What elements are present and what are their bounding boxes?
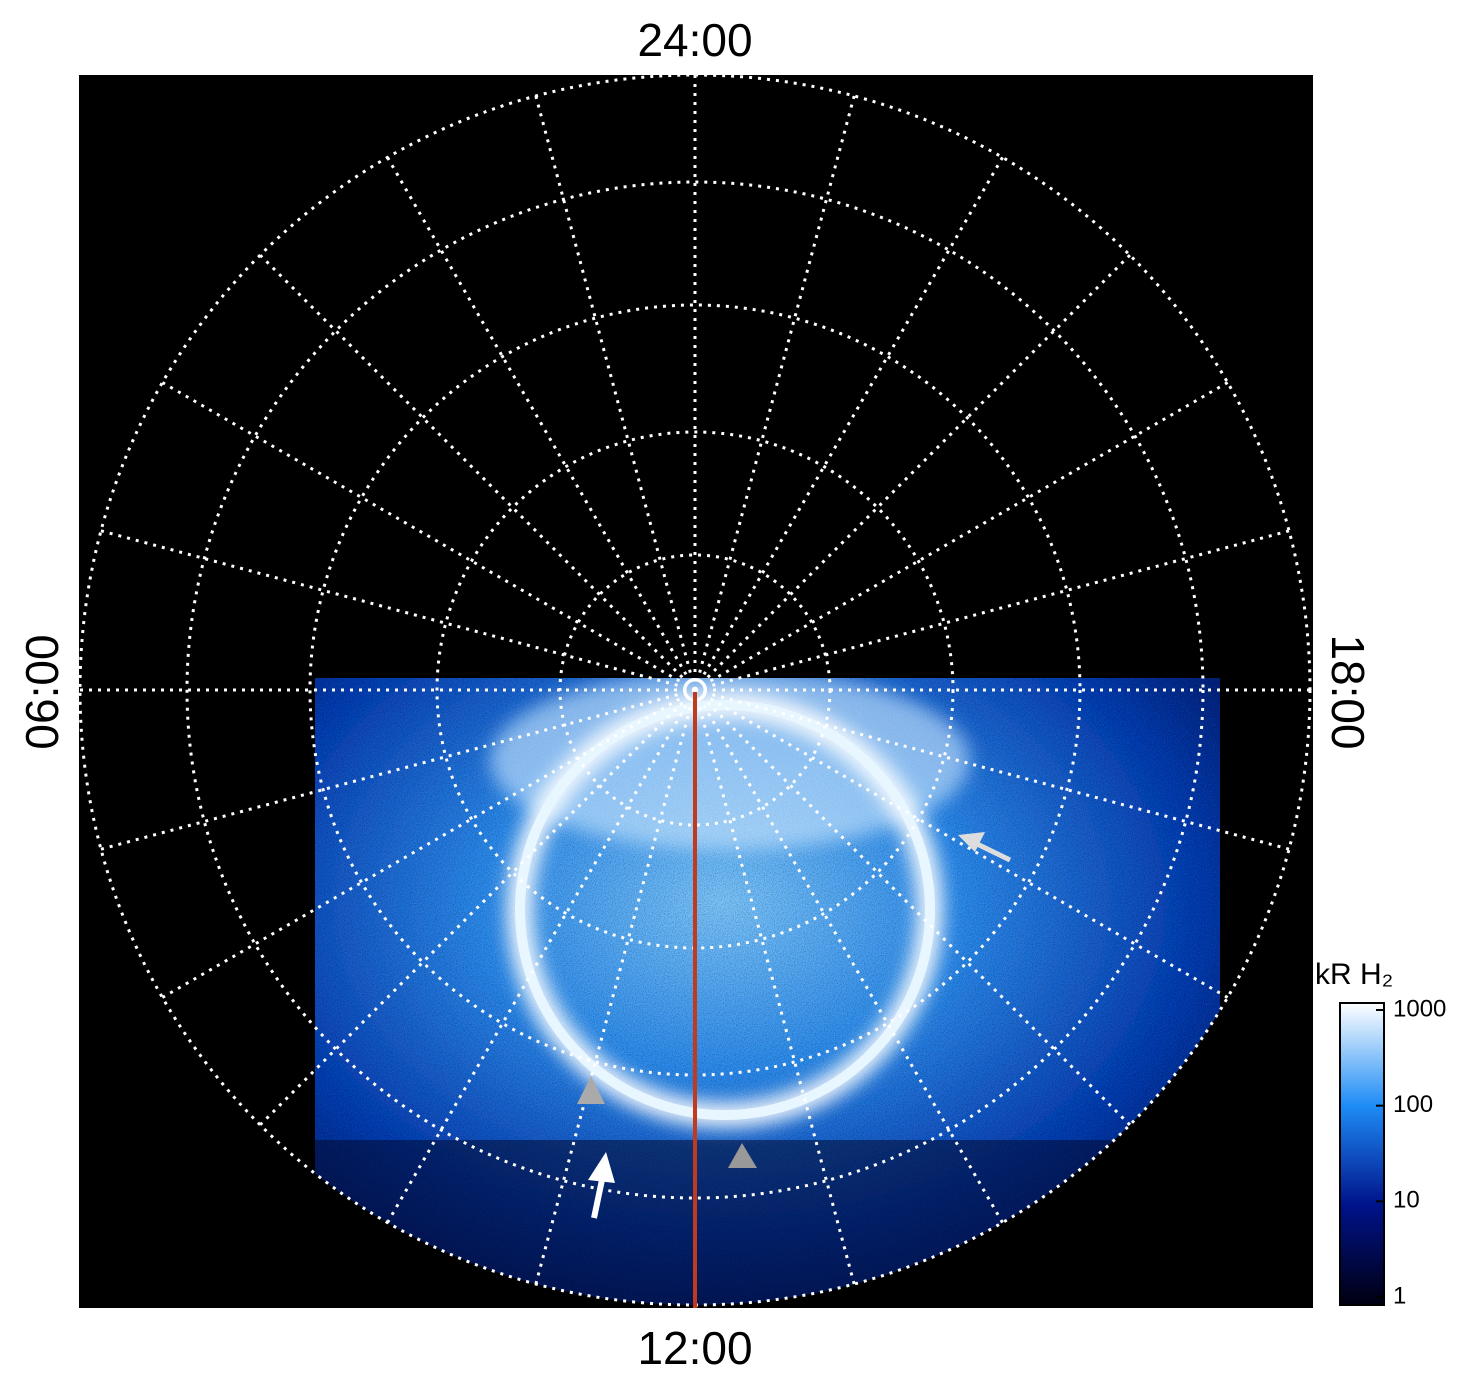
label-top: 24:00 xyxy=(637,14,752,66)
colorbar xyxy=(1339,1002,1385,1306)
grid-circle xyxy=(185,180,1205,1200)
colorbar-label: kR H₂ xyxy=(1315,958,1393,991)
grid-meridian xyxy=(693,688,1131,1126)
arrow xyxy=(973,840,1012,863)
grid-meridian xyxy=(100,688,696,851)
arrow xyxy=(591,1174,606,1219)
grid-meridian xyxy=(534,95,697,691)
grid-meridian xyxy=(693,254,1131,692)
grid-meridian xyxy=(534,689,697,1285)
grid-meridian xyxy=(694,381,1229,692)
label-left: 06:00 xyxy=(16,634,68,749)
grid-meridian xyxy=(694,688,1290,851)
polar-glow xyxy=(490,678,970,850)
colorbar-ticks: 1 10 100 1000 xyxy=(1376,995,1446,1309)
colorbar-tick-label: 100 xyxy=(1393,1091,1433,1118)
arrow-head xyxy=(588,1152,615,1183)
grid-meridian xyxy=(693,689,1004,1224)
arrows xyxy=(577,832,1012,1219)
grid-meridian xyxy=(693,95,856,691)
main-oval-core xyxy=(515,700,935,1120)
grid-meridian xyxy=(693,156,1004,691)
colorbar-tick-label: 1000 xyxy=(1393,995,1446,1022)
grid-meridian xyxy=(259,688,697,1126)
triangle-marker xyxy=(577,1076,605,1104)
grid-meridian xyxy=(694,529,1290,692)
label-right: 18:00 xyxy=(1322,634,1374,749)
grid-meridian xyxy=(386,156,697,691)
grid-meridian xyxy=(694,688,1229,999)
grid-meridian xyxy=(259,254,697,692)
grid-meridian xyxy=(100,529,696,692)
arrow-head xyxy=(958,832,985,852)
grid-meridian xyxy=(693,689,856,1285)
grid-meridian xyxy=(386,689,697,1224)
colorbar-tick-label: 10 xyxy=(1393,1187,1420,1214)
grid-meridian xyxy=(161,688,696,999)
grid xyxy=(78,73,1312,1307)
colorbar-tick-label: 1 xyxy=(1393,1282,1406,1309)
grid-meridian xyxy=(161,381,696,692)
triangle-marker xyxy=(728,1143,757,1168)
label-bottom: 12:00 xyxy=(637,1322,752,1374)
